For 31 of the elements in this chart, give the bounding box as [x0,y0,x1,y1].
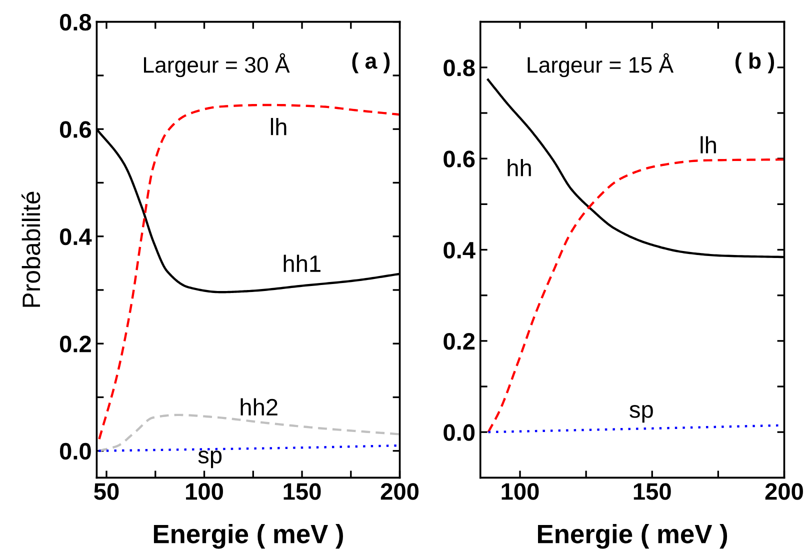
x-tick-label: 150 [284,483,321,500]
y-tick-label: 0.6 [60,121,92,138]
x-axis-title: Energie ( meV ) [538,524,728,549]
x-tick-label: 50 [94,483,119,500]
series-label: sp [198,450,222,468]
annotation: ( b ) [736,52,774,74]
x-tick-label: 200 [765,483,803,500]
annotation: Largeur = 15 Å [528,53,674,78]
series-label: hh [508,158,531,176]
y-axis-title: Probabilité [22,192,40,307]
y-tick-label: 0.8 [60,14,92,31]
series-label: hh1 [284,254,320,272]
y-tick-label: 0.8 [444,59,475,76]
y-tick-label: 0.4 [444,242,476,259]
x-tick-label: 100 [186,483,223,500]
series-label: lh [270,118,286,136]
x-tick-label: 200 [380,483,419,500]
y-tick-label: 0.6 [444,150,475,168]
series-label: hh2 [240,398,278,416]
annotation: Largeur = 30 Å [144,53,290,78]
y-tick-label: 0.4 [60,228,92,246]
y-tick-label: 0.2 [60,336,91,352]
y-tick-label: 0.0 [60,442,91,460]
y-tick-label: 0.0 [444,424,475,441]
series-label: sp [630,404,653,423]
x-tick-label: 150 [634,483,671,500]
y-tick-label: 0.2 [444,332,475,350]
x-tick-label: 100 [502,483,539,500]
series-label: lh [700,136,716,154]
x-axis-title: Energie ( meV ) [154,524,343,549]
annotation: ( a ) [352,52,390,74]
